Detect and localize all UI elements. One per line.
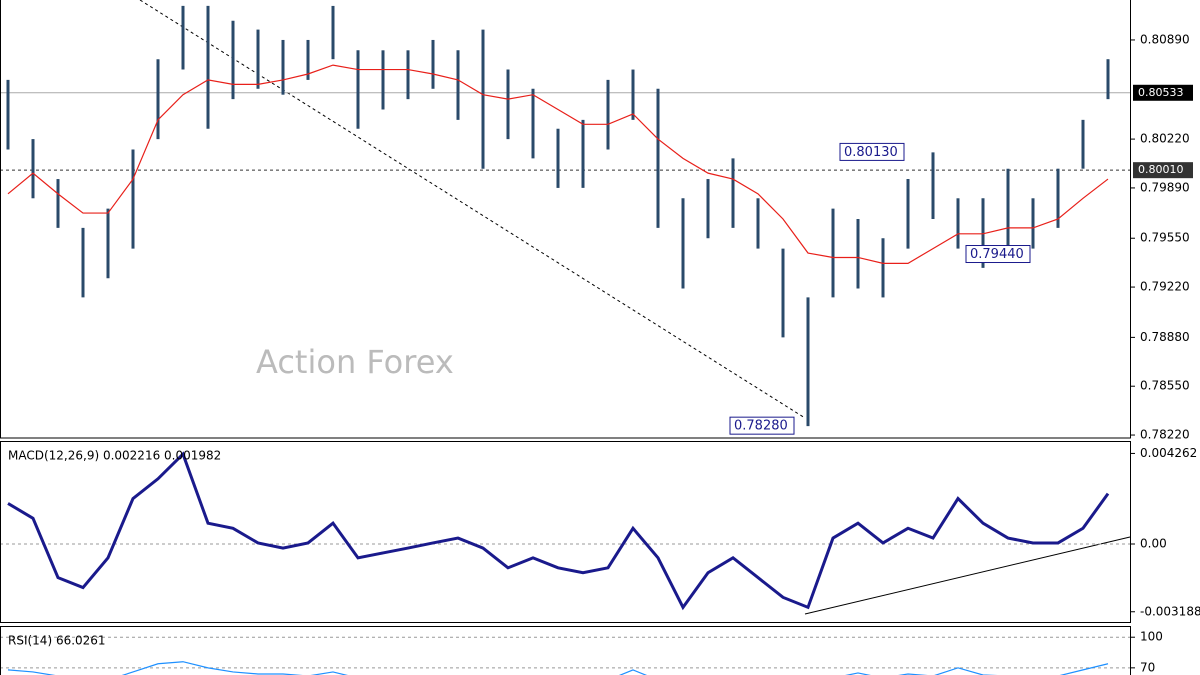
- y-tick-label: 0.79890: [1140, 180, 1190, 194]
- price-label: 0.80533: [1138, 86, 1184, 99]
- price-label-box: [1133, 162, 1193, 179]
- price-label: 0.80010: [1138, 163, 1184, 176]
- y-tick-label: 0.78220: [1140, 428, 1190, 442]
- macd-panel: [0, 441, 1131, 623]
- y-tick-label: 0.80890: [1140, 32, 1190, 46]
- annotation-box: [839, 142, 905, 161]
- price-label-box: [1133, 84, 1193, 101]
- y-tick-label: 0.00: [1140, 537, 1167, 551]
- annotation-label: 0.79440: [970, 247, 1024, 262]
- y-tick-label: 0.79220: [1140, 280, 1190, 294]
- indicator-line: [7, 661, 1109, 675]
- y-tick-label: 70: [1140, 660, 1155, 674]
- macd-trendline: [804, 536, 1131, 615]
- panel-title: MACD(12,26,9) 0.002216 0.001982: [8, 449, 221, 463]
- rsi-panel: [0, 626, 1131, 675]
- y-tick-label: 0.80220: [1140, 132, 1190, 146]
- y-tick-label: 0.004262: [1140, 446, 1197, 460]
- annotation-label: 0.78280: [734, 419, 788, 434]
- annotation-label: 0.80130: [844, 145, 898, 160]
- watermark: Action Forex: [256, 343, 454, 381]
- y-tick-label: 100: [1140, 630, 1163, 644]
- panel-plot: Action Forex: [1, 5, 1130, 427]
- annotation-box: [965, 245, 1031, 264]
- y-tick-label: 0.78880: [1140, 330, 1190, 344]
- panel-plot: [1, 451, 1130, 611]
- indicator-line: [7, 451, 1110, 611]
- annotation-box: [729, 416, 795, 435]
- y-tick-label: 0.79550: [1140, 231, 1190, 245]
- trendline: [139, 0, 806, 419]
- ma-line: [7, 64, 1109, 264]
- panel-plot: [1, 636, 1130, 675]
- panel-title: RSI(14) 66.0261: [8, 634, 106, 648]
- y-tick-label: 0.78550: [1140, 379, 1190, 393]
- price-panel: [0, 0, 1131, 439]
- y-tick-label: -0.003188: [1140, 604, 1200, 618]
